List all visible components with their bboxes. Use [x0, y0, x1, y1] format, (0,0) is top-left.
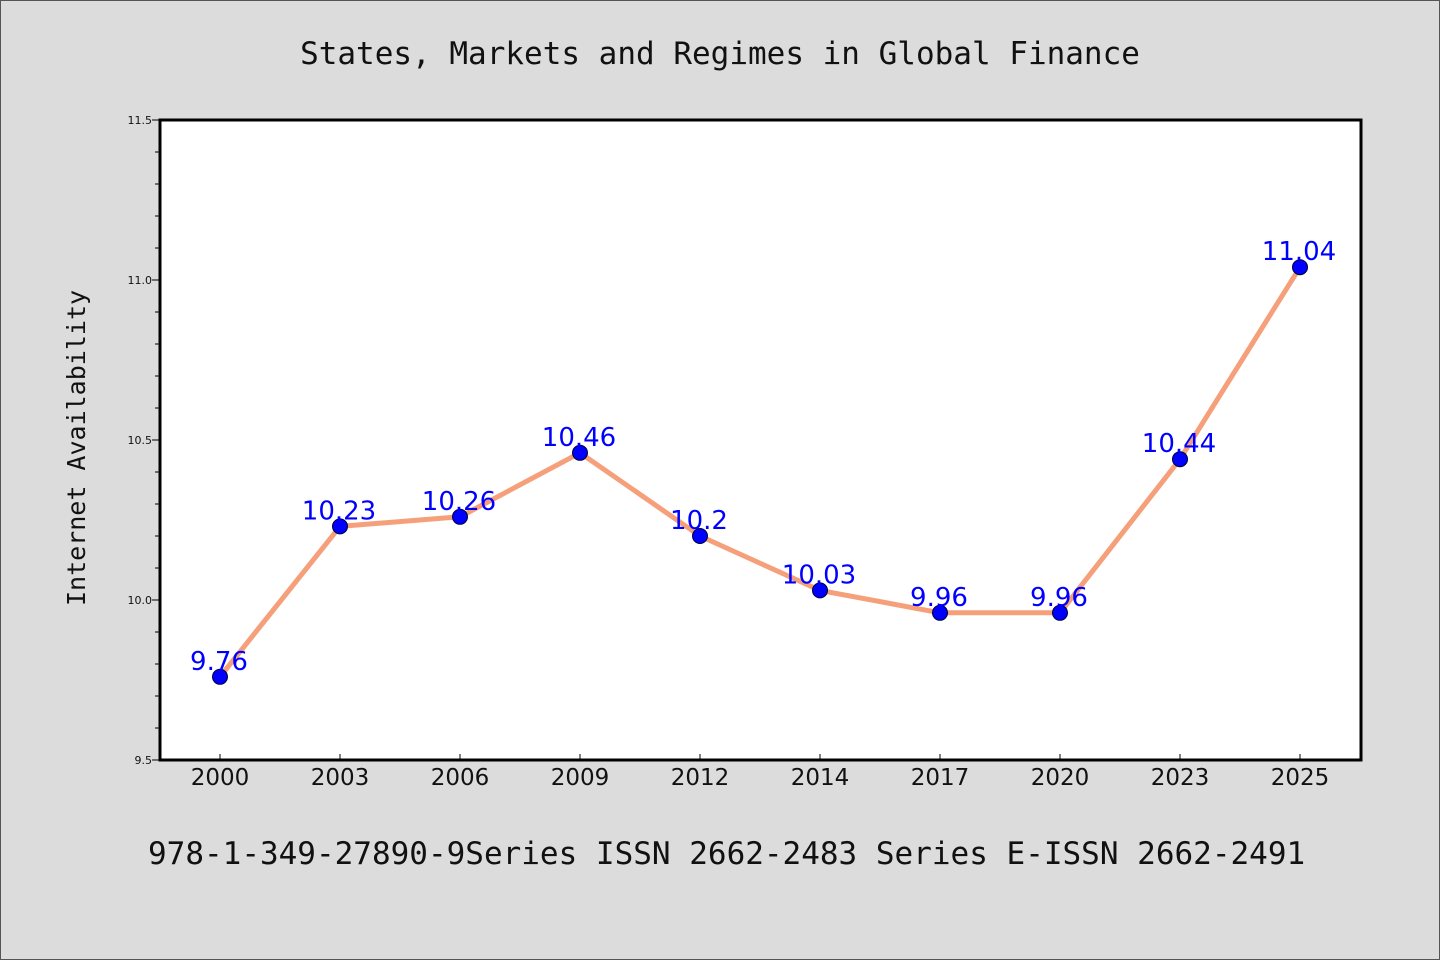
data-label: 10.03	[782, 560, 856, 590]
data-label: 9.76	[190, 647, 248, 677]
data-label: 10.26	[422, 487, 496, 517]
y-tick-label: 11.0	[128, 274, 153, 287]
x-tick-label: 2009	[551, 765, 610, 791]
y-tick-label: 11.5	[128, 114, 153, 127]
y-axis-label: Internet Availability	[62, 290, 91, 606]
data-label: 10.23	[302, 496, 376, 526]
series-line-group	[217, 264, 1303, 680]
footer-isbn-issn: 978-1-349-27890-9Series ISSN 2662-2483 S…	[148, 836, 1305, 872]
x-tick-label: 2023	[1151, 765, 1210, 791]
x-tick-label: 2000	[191, 765, 250, 791]
x-tick-label: 2003	[311, 765, 370, 791]
data-point	[572, 444, 588, 461]
data-label: 11.04	[1262, 237, 1336, 267]
data-label: 9.96	[910, 583, 968, 613]
y-tick-label: 9.5	[135, 754, 153, 767]
data-point	[1292, 259, 1308, 276]
y-tick-label: 10.0	[128, 594, 153, 607]
data-point	[692, 528, 708, 544]
x-tick-label: 2020	[1031, 765, 1090, 791]
data-markers	[212, 259, 1308, 685]
y-tick-label: 10.5	[128, 434, 153, 447]
series-line	[217, 264, 1303, 680]
x-tick-label: 2014	[791, 765, 850, 791]
data-label: 10.44	[1142, 429, 1216, 459]
data-point	[452, 508, 468, 525]
y-axis-ticks: 9.5 10.0 10.5 11.0 11.5	[128, 114, 160, 767]
data-label: 10.2	[670, 506, 728, 536]
data-label: 9.96	[1030, 583, 1088, 613]
data-point	[212, 668, 228, 685]
data-labels: 9.76 10.23 10.26 10.46 10.2 10.03 9.96 9.96 10.4…	[190, 237, 1336, 677]
x-tick-label: 2006	[431, 765, 490, 791]
data-point	[1172, 451, 1188, 468]
data-point	[332, 518, 348, 535]
x-axis-ticks: 2000 2003 2006 2009 2012 2014 2017 2020 2023 2025	[191, 754, 1330, 791]
x-tick-label: 2025	[1271, 765, 1330, 791]
plot-area	[158, 118, 1363, 762]
data-point	[1052, 604, 1068, 621]
x-tick-label: 2012	[671, 765, 730, 791]
data-label: 10.46	[542, 423, 616, 453]
data-point	[812, 582, 828, 599]
chart-title: States, Markets and Regimes in Global Fi…	[300, 36, 1140, 72]
x-tick-label: 2017	[911, 765, 970, 791]
data-point	[932, 604, 948, 621]
